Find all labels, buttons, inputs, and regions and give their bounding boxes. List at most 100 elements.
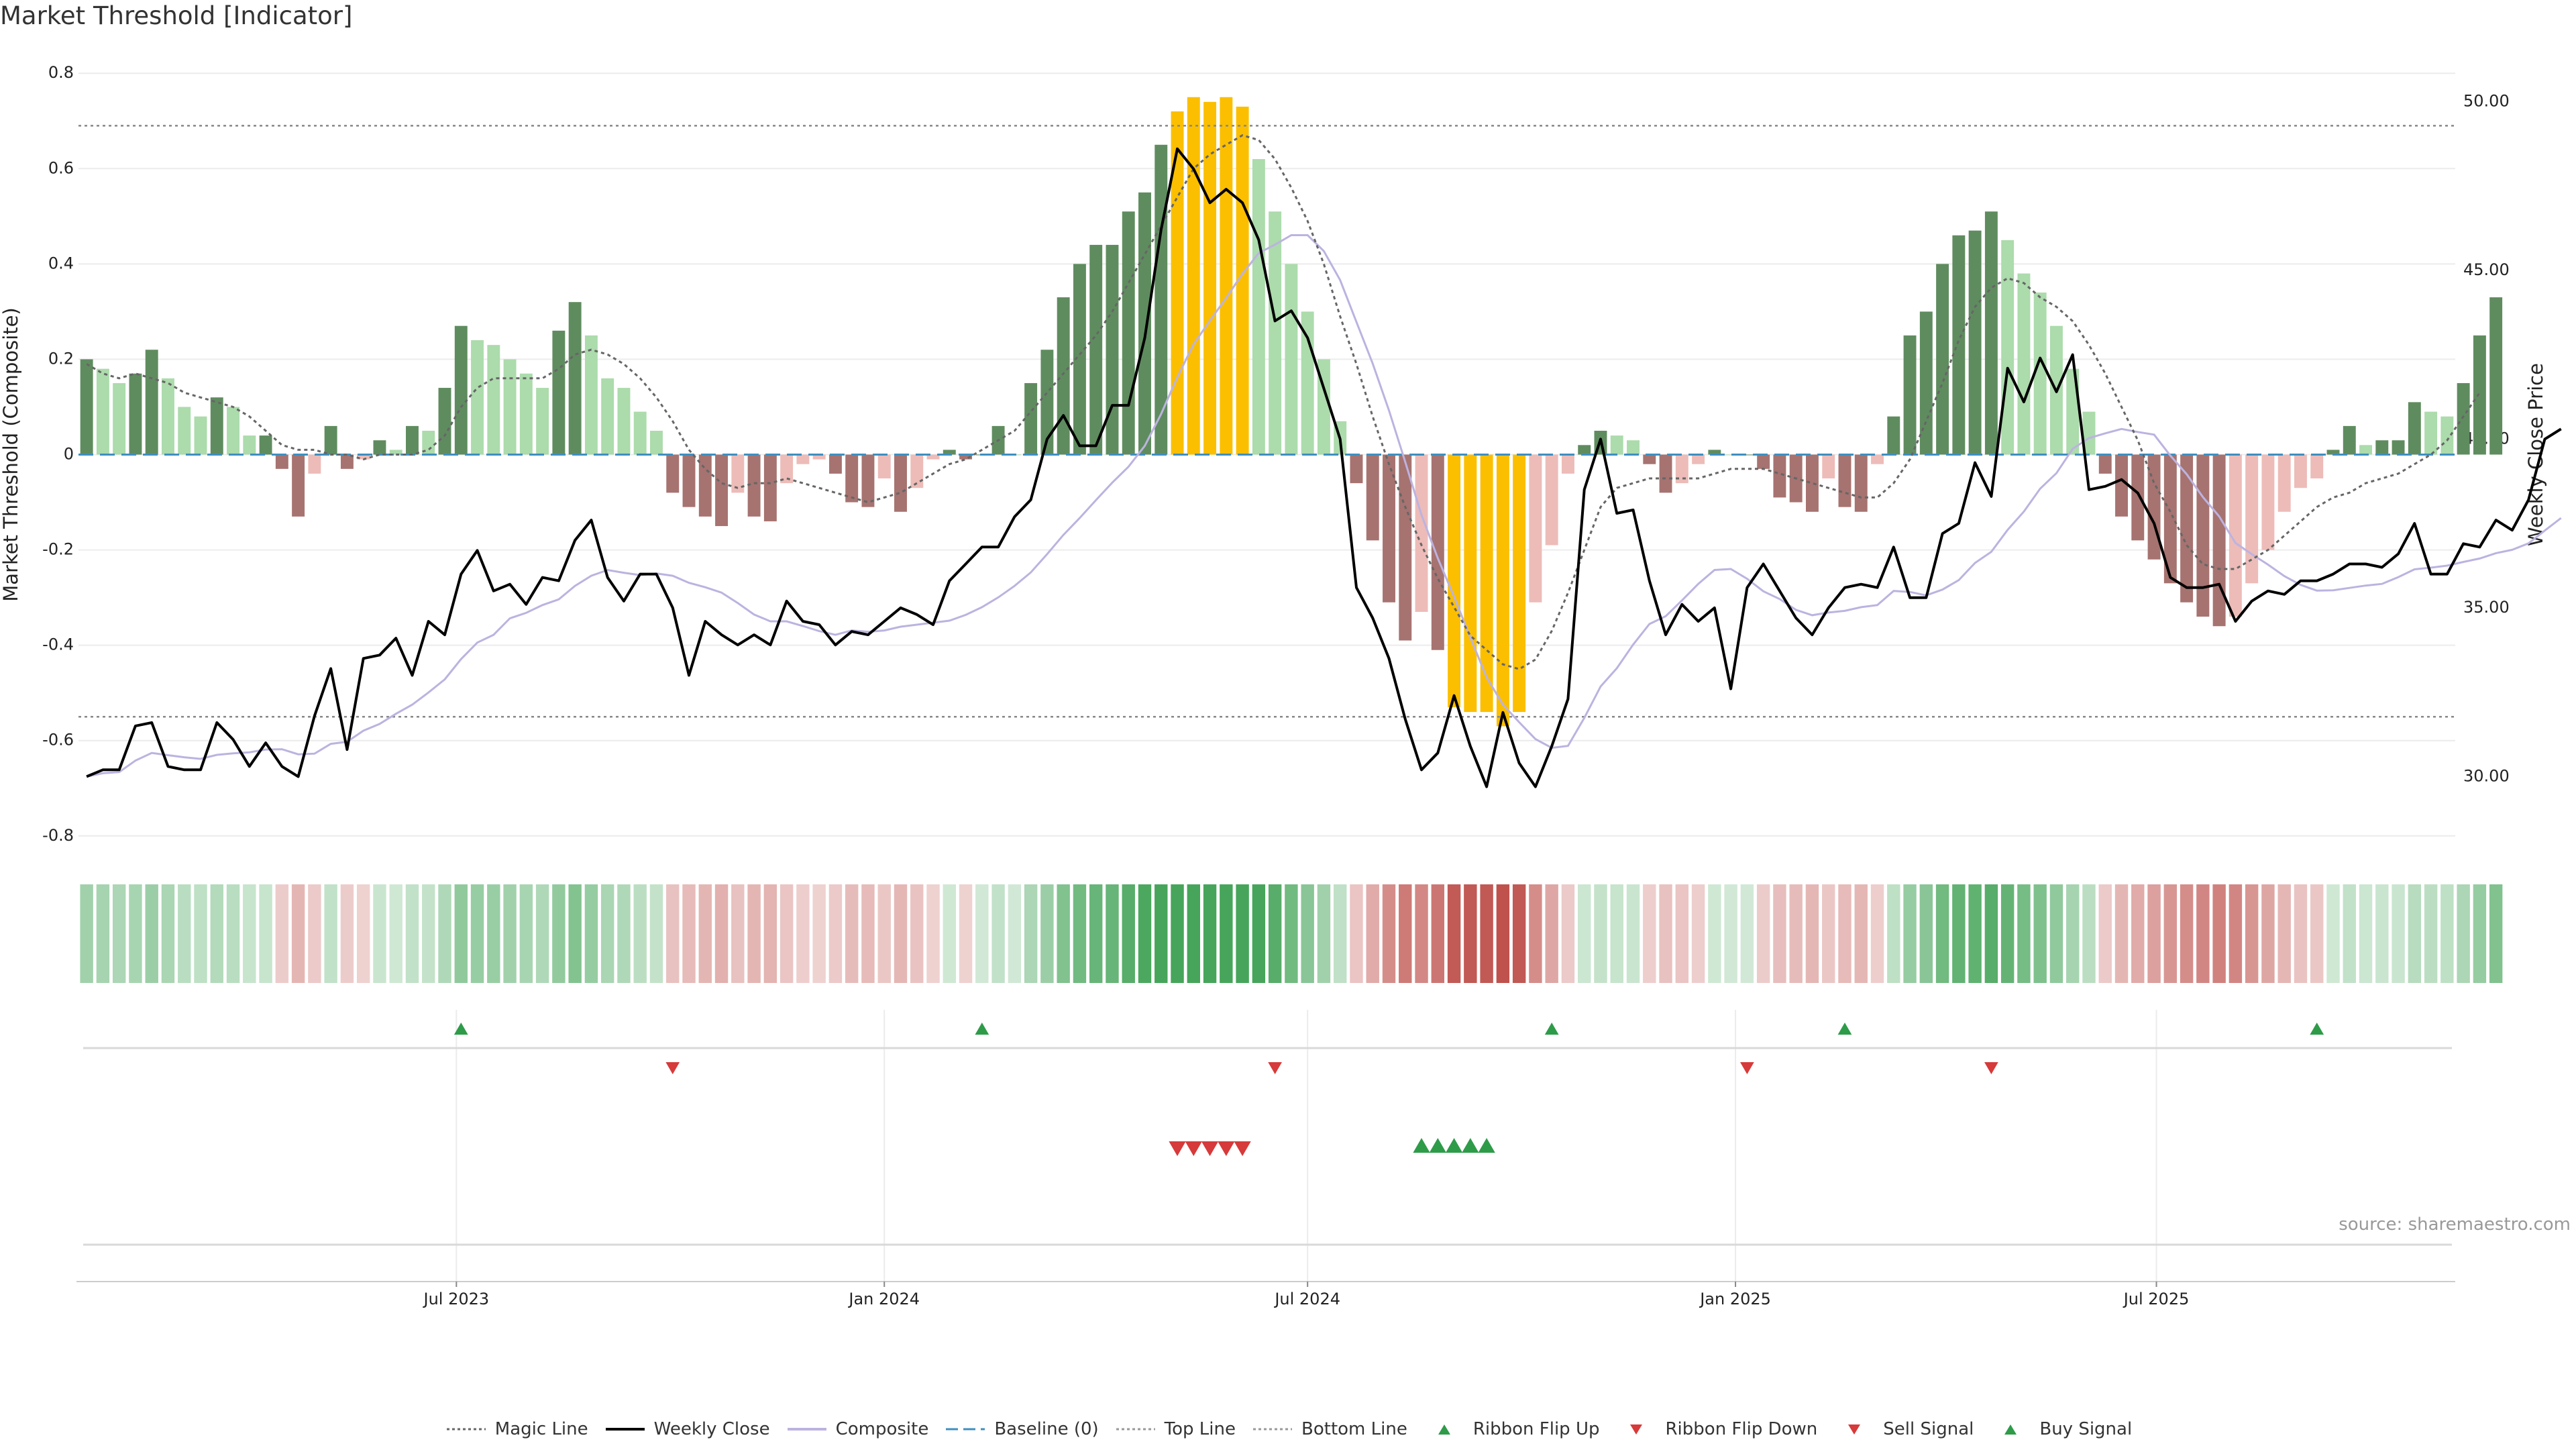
ribbon-cell bbox=[243, 884, 256, 983]
x-tick-label: Jan 2024 bbox=[847, 1290, 920, 1308]
ribbon-cell bbox=[1919, 884, 1933, 983]
ribbon-cell bbox=[422, 884, 435, 983]
composite-bar bbox=[145, 350, 158, 455]
composite-bar bbox=[666, 454, 680, 493]
ribbon-cell bbox=[2000, 884, 2015, 983]
y-tick-label: 0 bbox=[64, 445, 74, 464]
composite-bar bbox=[2001, 240, 2015, 455]
ribbon-cell bbox=[2261, 884, 2275, 983]
ribbon-flip-down-marker bbox=[1740, 1062, 1754, 1074]
legend-label: Bottom Line bbox=[1301, 1419, 1407, 1439]
ribbon-cell bbox=[2294, 884, 2308, 983]
legend-item: Ribbon Flip Down bbox=[1614, 1419, 1817, 1439]
price-tick-label: 35.00 bbox=[2463, 598, 2510, 617]
ribbon-cell bbox=[291, 884, 305, 983]
ribbon-cell bbox=[2489, 884, 2503, 983]
composite-bar bbox=[389, 450, 402, 455]
ribbon-flip-up-marker bbox=[453, 1023, 468, 1035]
legend-label: Top Line bbox=[1164, 1419, 1236, 1439]
ribbon-cell bbox=[1659, 884, 1672, 983]
composite-bar bbox=[227, 407, 240, 455]
composite-bar bbox=[2261, 454, 2275, 550]
ribbon-cell bbox=[1789, 884, 1803, 983]
composite-bar bbox=[747, 454, 761, 517]
ribbon-cell bbox=[503, 884, 517, 983]
composite-bar bbox=[438, 388, 451, 455]
legend-swatch bbox=[1630, 1424, 1643, 1435]
price-tick-label: 40.00 bbox=[2463, 429, 2510, 448]
ribbon-cell bbox=[1480, 884, 1493, 983]
ribbon-cell bbox=[894, 884, 908, 983]
composite-bar bbox=[2375, 440, 2389, 455]
ribbon-cell bbox=[2017, 884, 2031, 983]
composite-bar bbox=[617, 388, 631, 455]
composite-bar bbox=[1464, 454, 1477, 713]
composite-bar bbox=[292, 454, 305, 517]
composite-bar bbox=[1740, 454, 1754, 456]
ribbon-cell bbox=[1756, 884, 1770, 983]
ribbon-cell bbox=[1887, 884, 1900, 983]
legend-item: Magic Line bbox=[444, 1419, 588, 1439]
ribbon-cell bbox=[1529, 884, 1542, 983]
composite-bar bbox=[1317, 359, 1330, 455]
legend-item: Top Line bbox=[1114, 1419, 1236, 1439]
composite-bar bbox=[633, 411, 647, 455]
y-tick-label: -0.2 bbox=[42, 540, 74, 559]
sell-signal-marker bbox=[1169, 1141, 1186, 1156]
ribbon-cell bbox=[926, 884, 940, 983]
ribbon-cell bbox=[1952, 884, 1966, 983]
composite-bar bbox=[1236, 106, 1249, 455]
source-note: source: sharemaestro.com bbox=[2339, 1214, 2571, 1235]
ribbon-cell bbox=[1220, 884, 1233, 983]
ribbon-flip-up-marker bbox=[1544, 1023, 1559, 1035]
ribbon-cell bbox=[2163, 884, 2178, 983]
ribbon-cell bbox=[2049, 884, 2063, 983]
composite-bar bbox=[194, 416, 207, 455]
ribbon-cell bbox=[80, 884, 93, 983]
ribbon-cell bbox=[812, 884, 826, 983]
ribbon-cell bbox=[2424, 884, 2438, 983]
ribbon-cell bbox=[1805, 884, 1819, 983]
composite-bar bbox=[340, 454, 354, 469]
legend-item: Baseline (0) bbox=[943, 1419, 1099, 1439]
ribbon-cell bbox=[1724, 884, 1737, 983]
composite-bar bbox=[2147, 454, 2161, 560]
ribbon-cell bbox=[1301, 884, 1314, 983]
composite-bar bbox=[1415, 454, 1428, 612]
sell-signal-marker bbox=[1234, 1141, 1251, 1156]
ribbon-cell bbox=[552, 884, 566, 983]
ribbon-cell bbox=[1464, 884, 1477, 983]
ribbon-cell bbox=[2457, 884, 2470, 983]
x-tick-label: Jul 2025 bbox=[2123, 1290, 2190, 1308]
composite-bar bbox=[2343, 425, 2356, 455]
composite-bar bbox=[1529, 454, 1542, 603]
ribbon-cell bbox=[1187, 884, 1201, 983]
ribbon-cell bbox=[519, 884, 533, 983]
ribbon-cell bbox=[1610, 884, 1623, 983]
ribbon-cell bbox=[1626, 884, 1640, 983]
ribbon-cell bbox=[1822, 884, 1835, 983]
ribbon-cell bbox=[796, 884, 810, 983]
composite-bar bbox=[2163, 454, 2177, 584]
composite-bar bbox=[487, 345, 500, 455]
ribbon-cell bbox=[259, 884, 272, 983]
ribbon-cell bbox=[1594, 884, 1607, 983]
ribbon-cell bbox=[2277, 884, 2291, 983]
legend-item: Bottom Line bbox=[1250, 1419, 1407, 1439]
ribbon-cell bbox=[1106, 884, 1119, 983]
composite-bar bbox=[1431, 454, 1444, 650]
ribbon-cell bbox=[1561, 884, 1575, 983]
ribbon-cell bbox=[161, 884, 175, 983]
composite-bar bbox=[1643, 454, 1656, 464]
ribbon-cell bbox=[535, 884, 549, 983]
composite-bar bbox=[650, 430, 663, 455]
ribbon-cell bbox=[861, 884, 875, 983]
composite-bar bbox=[1822, 454, 1835, 479]
ribbon-cell bbox=[1399, 884, 1412, 983]
composite-bar bbox=[422, 430, 435, 455]
composite-bar bbox=[828, 454, 842, 474]
composite-bar bbox=[2017, 273, 2031, 455]
ribbon-cell bbox=[2082, 884, 2096, 983]
buy-signal-marker bbox=[1445, 1138, 1463, 1153]
